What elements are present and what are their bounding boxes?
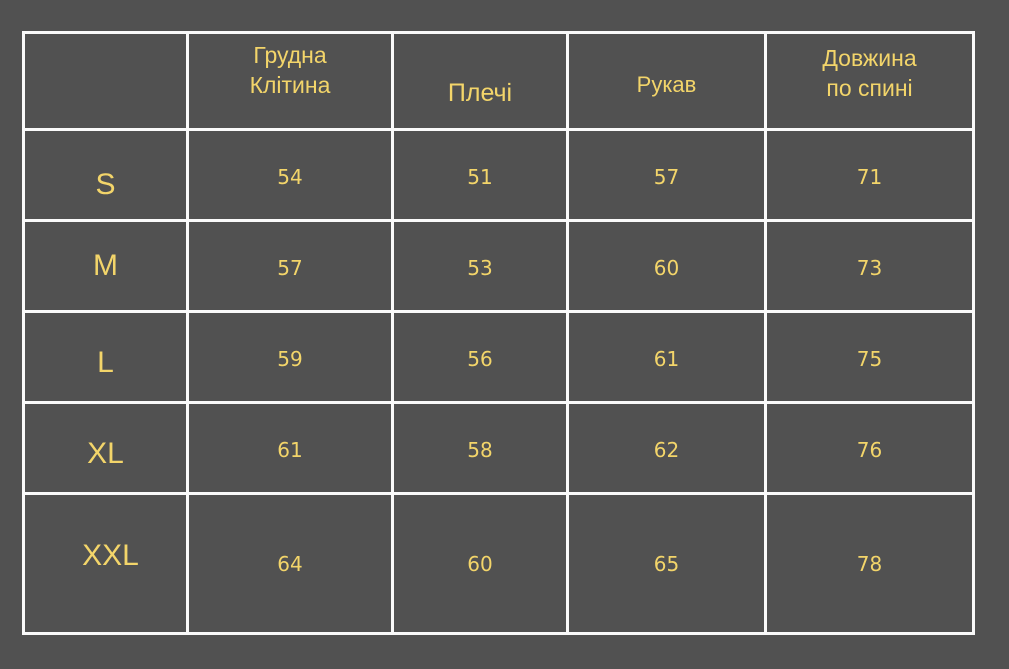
header-sleeve: Рукав bbox=[566, 31, 767, 131]
measurement-cell: 73 bbox=[764, 219, 975, 313]
size-label: XXL bbox=[27, 484, 194, 627]
header-chest: Грудна Клітина bbox=[186, 31, 394, 131]
measurement-cell: 61 bbox=[566, 310, 767, 404]
table-row: S 54 51 57 71 bbox=[22, 128, 975, 232]
table-row: XL 61 58 62 76 bbox=[22, 401, 975, 501]
measurement-cell: 71 bbox=[764, 128, 975, 222]
size-chart-table: Грудна Клітина Плечі Рукав Довжина по сп… bbox=[22, 31, 975, 635]
header-shoulders: Плечі bbox=[391, 31, 569, 131]
size-label: M bbox=[22, 219, 189, 313]
measurement-cell: 57 bbox=[186, 219, 394, 313]
table-row: XXL 64 60 65 78 bbox=[24, 484, 975, 635]
header-back-length: Довжина по спині bbox=[764, 31, 975, 131]
measurement-cell: 58 bbox=[391, 401, 569, 495]
table-row: L 59 56 61 75 bbox=[22, 310, 975, 410]
measurement-cell: 59 bbox=[186, 310, 394, 404]
measurement-cell: 51 bbox=[391, 128, 569, 222]
measurement-cell: 60 bbox=[566, 219, 767, 313]
measurement-cell: 64 bbox=[186, 492, 394, 635]
measurement-cell: 53 bbox=[391, 219, 569, 313]
measurement-cell: 54 bbox=[186, 128, 394, 222]
measurement-cell: 65 bbox=[566, 492, 767, 635]
size-label: L bbox=[22, 316, 189, 410]
measurement-cell: 78 bbox=[764, 492, 975, 635]
size-label: S bbox=[22, 138, 189, 232]
measurement-cell: 60 bbox=[391, 492, 569, 635]
measurement-cell: 61 bbox=[186, 401, 394, 495]
measurement-cell: 76 bbox=[764, 401, 975, 495]
measurement-cell: 57 bbox=[566, 128, 767, 222]
header-row: Грудна Клітина Плечі Рукав Довжина по сп… bbox=[22, 31, 975, 131]
measurement-cell: 56 bbox=[391, 310, 569, 404]
measurement-cell: 75 bbox=[764, 310, 975, 404]
measurement-cell: 62 bbox=[566, 401, 767, 495]
header-empty bbox=[22, 31, 189, 131]
table-row: M 57 53 60 73 bbox=[22, 219, 975, 313]
